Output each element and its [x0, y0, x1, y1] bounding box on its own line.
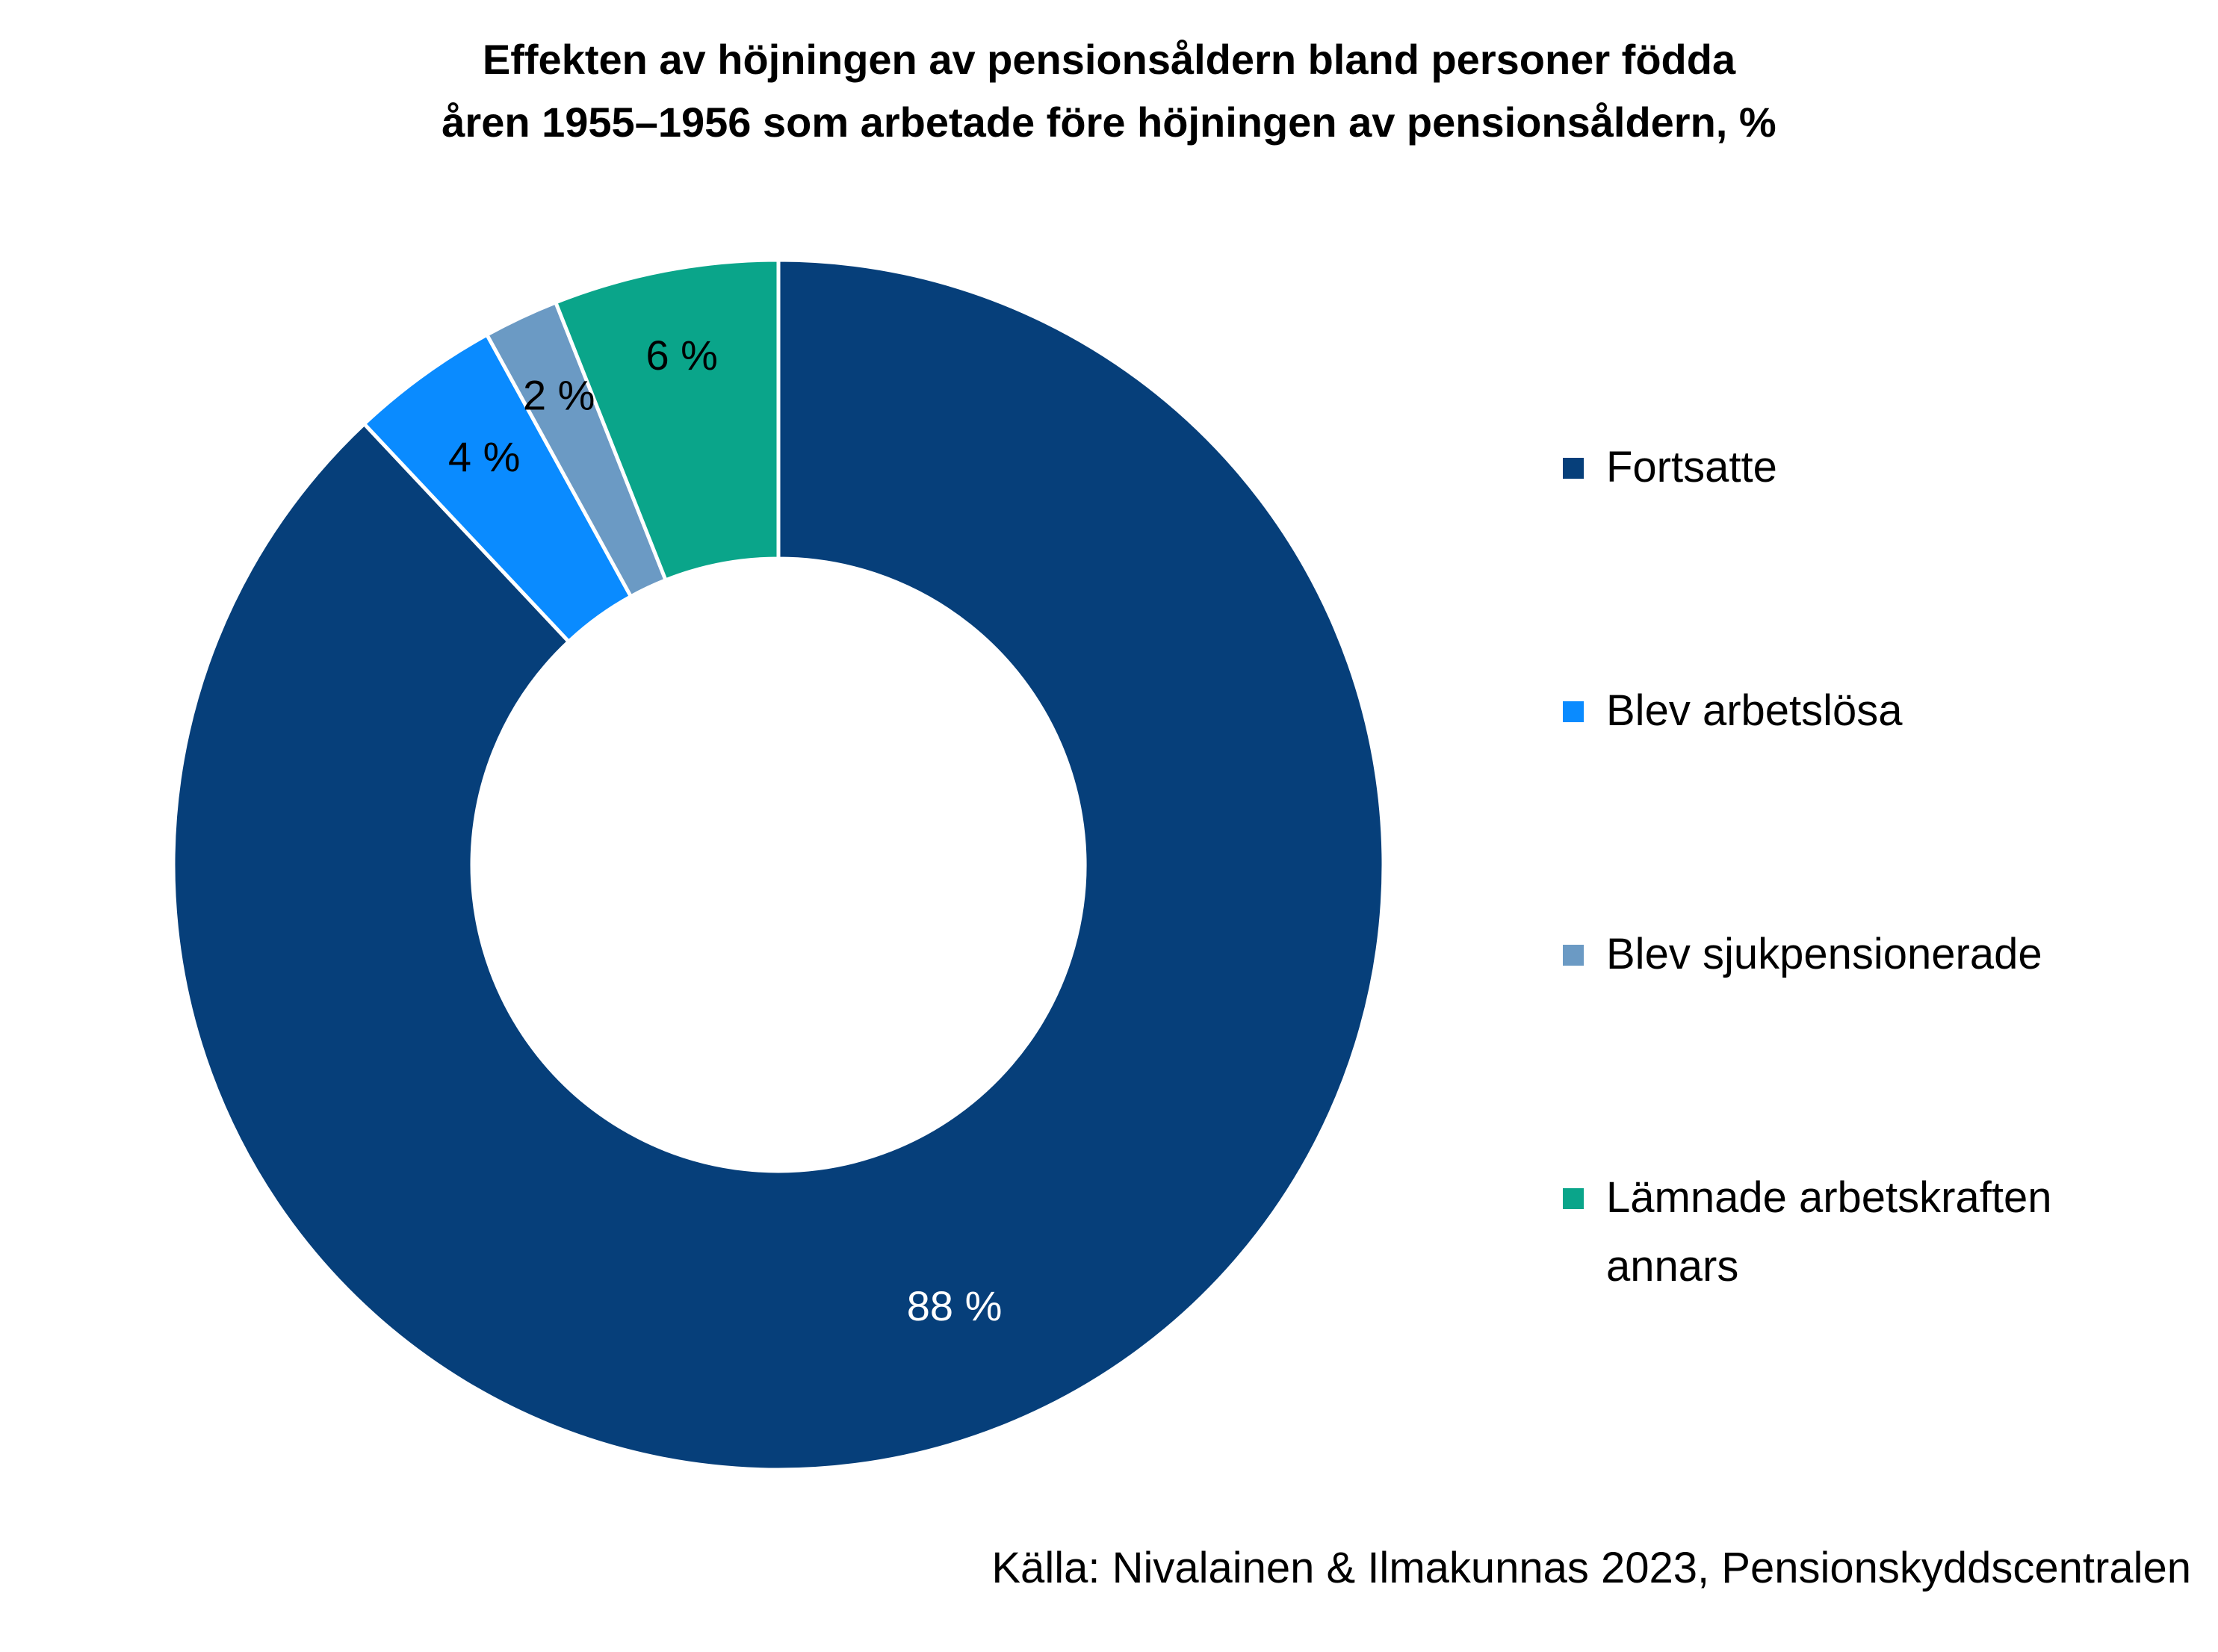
slice-fortsatte: [171, 258, 1386, 1472]
data-label-fortsatte: 88 %: [907, 1282, 1003, 1329]
legend-label: Blev arbetslösa: [1606, 686, 1903, 735]
legend-label: Fortsatte: [1606, 443, 1777, 491]
legend-label: Lämnade arbetskraften annars: [1606, 1173, 2052, 1291]
chart-title-line-2: åren 1955–1956 som arbetade före höjning…: [442, 99, 1776, 146]
data-label-blev-sjukpensionerade: 2 %: [523, 371, 595, 418]
legend-label: Blev sjukpensionerade: [1606, 930, 2042, 978]
chart-title: Effekten av höjningen av pensionsåldern …: [0, 28, 2218, 154]
slice-lamnade-arbetskraften-annars: [553, 258, 781, 583]
source-note: Källa: Nivalainen & Ilmakunnas 2023, Pen…: [991, 1544, 2191, 1592]
legend-swatch: [1563, 458, 1584, 479]
data-label-lamnade-arbetskraften-annars: 6 %: [645, 332, 718, 379]
legend-swatch: [1563, 1188, 1584, 1209]
legend-swatch: [1563, 945, 1584, 966]
legend-swatch: [1563, 701, 1584, 722]
data-label-blev-arbetslosa: 4 %: [448, 433, 521, 480]
chart-title-line-1: Effekten av höjningen av pensionsåldern …: [482, 36, 1736, 83]
